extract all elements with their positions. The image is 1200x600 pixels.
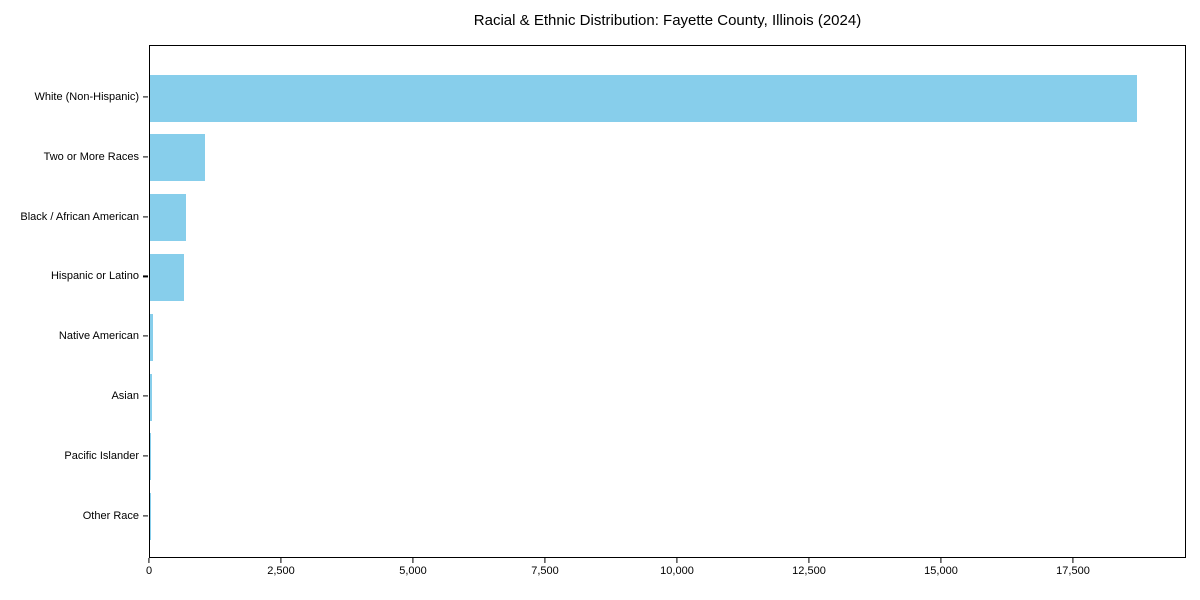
plot-area bbox=[149, 45, 1186, 558]
y-tick-label: Black / African American bbox=[20, 210, 139, 223]
x-tick-label: 7,500 bbox=[531, 565, 559, 577]
x-tick-mark bbox=[412, 558, 414, 563]
bar bbox=[150, 194, 187, 242]
y-tick-label: Asian bbox=[111, 390, 139, 402]
chart-title: Racial & Ethnic Distribution: Fayette Co… bbox=[473, 12, 862, 29]
y-tick-label: Pacific Islander bbox=[64, 449, 139, 462]
x-tick-label: 5,000 bbox=[399, 565, 427, 577]
y-tick-mark bbox=[143, 335, 148, 337]
bar bbox=[150, 134, 205, 182]
x-tick-label: 0 bbox=[145, 565, 153, 577]
y-tick-label: White (Non-Hispanic) bbox=[34, 91, 139, 103]
x-tick-label: 17,500 bbox=[1056, 565, 1090, 577]
y-tick-mark bbox=[143, 275, 148, 277]
x-tick-label: 15,000 bbox=[924, 565, 958, 577]
bar bbox=[150, 373, 152, 421]
bar bbox=[150, 74, 1138, 122]
x-tick-mark bbox=[676, 558, 678, 563]
x-tick-mark bbox=[1072, 558, 1074, 563]
x-tick-mark bbox=[280, 558, 282, 563]
bar bbox=[150, 253, 185, 301]
y-tick-label: Two or More Races bbox=[43, 150, 139, 163]
y-tick-mark bbox=[143, 455, 148, 457]
bar bbox=[150, 313, 154, 361]
y-tick-label: Native American bbox=[58, 330, 139, 343]
bar bbox=[150, 493, 151, 541]
x-tick-mark bbox=[940, 558, 942, 563]
y-tick-label: Other Race bbox=[82, 509, 139, 522]
y-tick-mark bbox=[143, 395, 148, 397]
y-tick-label: Hispanic or Latino bbox=[50, 270, 139, 283]
x-tick-mark bbox=[808, 558, 810, 563]
y-tick-mark bbox=[143, 156, 148, 158]
y-tick-mark bbox=[143, 96, 148, 98]
x-tick-label: 2,500 bbox=[267, 565, 295, 577]
y-tick-mark bbox=[143, 515, 148, 517]
y-tick-mark bbox=[143, 216, 148, 218]
x-tick-mark bbox=[148, 558, 150, 563]
x-tick-mark bbox=[544, 558, 546, 563]
x-tick-label: 12,500 bbox=[792, 565, 826, 577]
x-tick-label: 10,000 bbox=[660, 565, 694, 577]
